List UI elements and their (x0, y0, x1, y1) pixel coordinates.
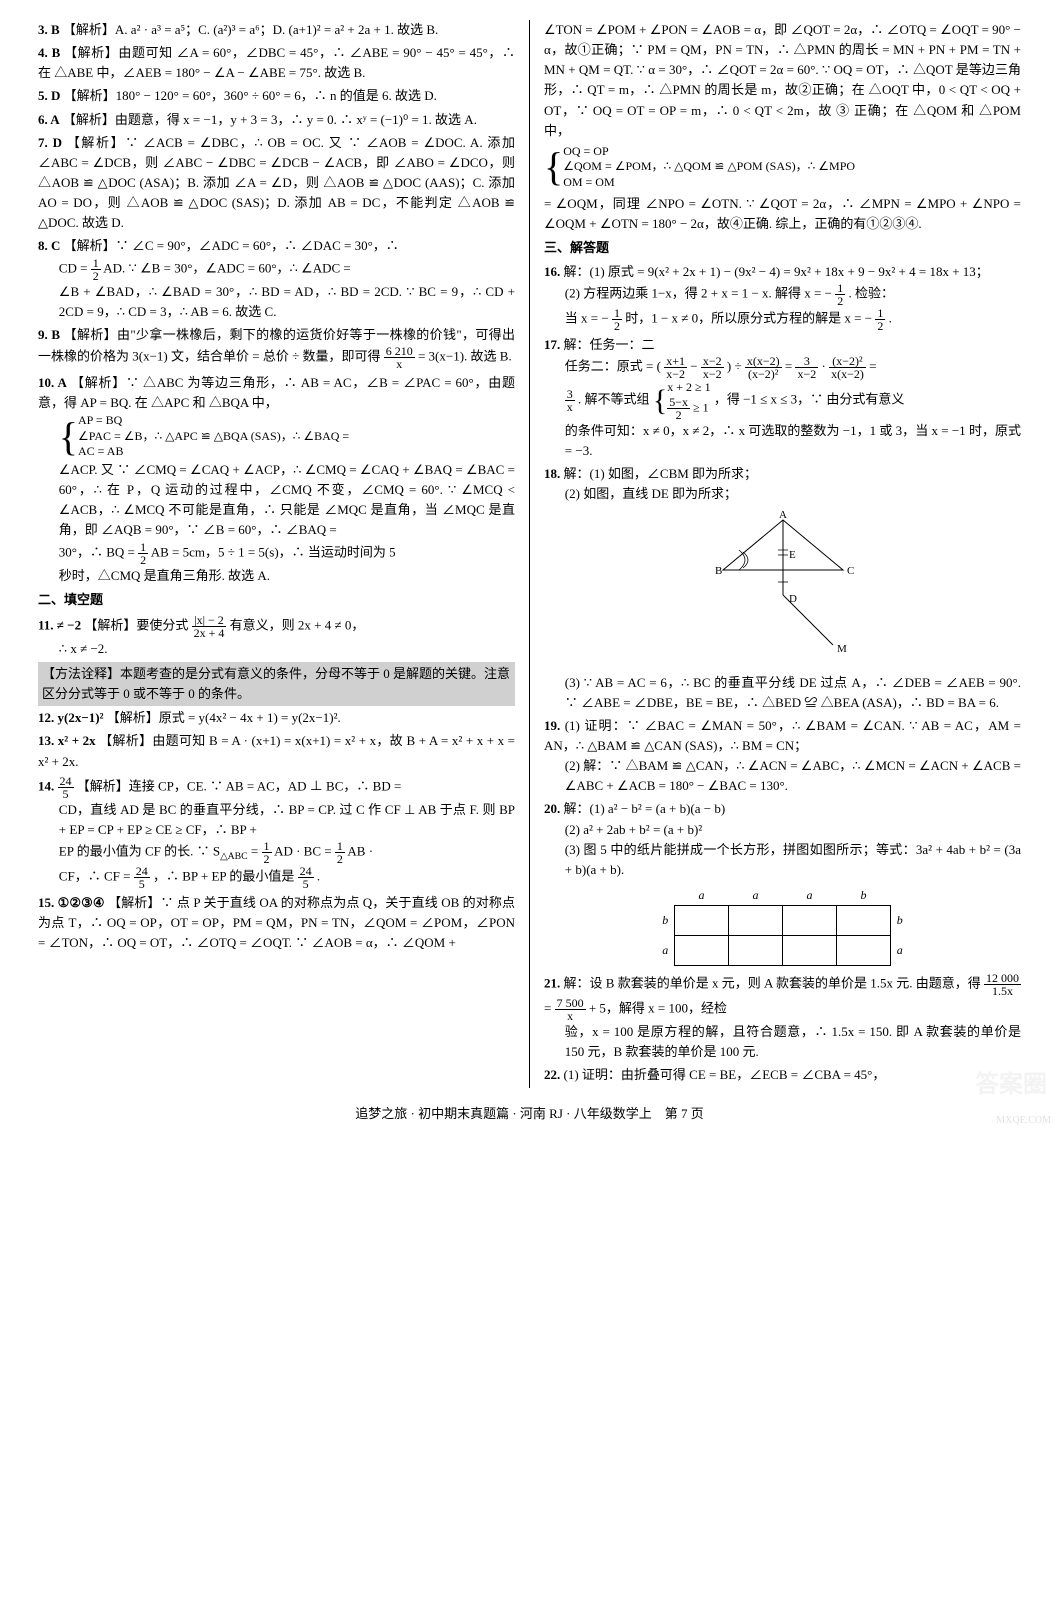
q14: 14. 24 5 【解析】连接 CP，CE. ∵ AB = AC，AD ⊥ BC… (38, 775, 515, 890)
q8: 8. C 【解析】∵ ∠C = 90°，∠ADC = 60°，∴ ∠DAC = … (38, 236, 515, 321)
left-column: 3. B 【解析】A. a² · a³ = a⁵；C. (a²)³ = a⁶；D… (28, 20, 525, 1088)
q10-line3: 30°，∴ BQ = 1 2 AB = 5cm，5 ÷ 1 = 5(s)，∴ 当… (38, 541, 515, 566)
q12: 12. y(2x−1)² 【解析】原式 = y(4x² − 4x + 1) = … (38, 708, 515, 728)
q19: 19. (1) 证明：∵ ∠BAC = ∠MAN = 50°，∴ ∠BAM = … (544, 716, 1021, 797)
q3: 3. B 【解析】A. a² · a³ = a⁵；C. (a²)³ = a⁶；D… (38, 20, 515, 40)
right-column: ∠TON = ∠POM + ∠PON = ∠AOB = α，即 ∠QOT = 2… (534, 20, 1031, 1088)
q8-line2: CD = 1 2 AD. ∵ ∠B = 30°，∠ADC = 60°，∴ ∠AD… (38, 257, 515, 282)
q10-t5: 秒时，△CMQ 是直角三角形. 故选 A. (38, 566, 515, 586)
q7-text: 【解析】∵ ∠ACB = ∠DBC，∴ OB = OC. 又 ∵ ∠AOB = … (38, 135, 515, 231)
page-container: 3. B 【解析】A. a² · a³ = a⁵；C. (a²)³ = a⁶；D… (0, 0, 1059, 1098)
q10-frac: 1 2 (138, 541, 148, 566)
brace-icon: { AP = BQ ∠PAC = ∠B，∴ △APC ≌ △BQA (SAS)，… (59, 413, 349, 460)
q3-num: 3. B (38, 22, 60, 37)
q9: 9. B 【解析】由"少拿一株橡后，剩下的橡的运货价好等于一株橡的价钱"，可得出… (38, 325, 515, 370)
svg-text:A: A (779, 510, 787, 521)
q7: 7. D 【解析】∵ ∠ACB = ∠DBC，∴ OB = OC. 又 ∵ ∠A… (38, 133, 515, 234)
page-footer: 追梦之旅 · 初中期末真题篇 · 河南 RJ · 八年级数学上 第 7 页 (0, 1098, 1059, 1134)
q11-frac: |x| − 2 2x + 4 (192, 614, 227, 639)
q13: 13. x² + 2x 【解析】由题可知 B = A · (x+1) = x(x… (38, 731, 515, 771)
q5-num: 5. D (38, 88, 60, 103)
q3-text: 【解析】A. a² · a³ = a⁵；C. (a²)³ = a⁶；D. (a+… (63, 22, 438, 37)
q4-num: 4. B (38, 45, 60, 60)
q8-num: 8. C (38, 238, 60, 253)
q12-num: 12. y(2x−1)² (38, 710, 103, 725)
section-2-header: 二、填空题 (38, 590, 515, 610)
q8-mid: AD. ∵ ∠B = 30°，∠ADC = 60°，∴ ∠ADC = (103, 260, 351, 275)
q13-num: 13. x² + 2x (38, 733, 96, 748)
q17c: 3x . 解不等式组 { x + 2 ≥ 1 5−x2 ≥ 1 ，得 −1 ≤ … (544, 380, 1021, 421)
q10-num: 10. A (38, 375, 67, 390)
q15-brace: { OQ = OP ∠QOM = ∠POM，∴ △QOM ≌ △POM (SAS… (544, 144, 1021, 191)
q14-line3: EP 的最小值为 CF 的长. ∵ S△ABC = 12 AD · BC = 1… (38, 840, 515, 865)
q5: 5. D 【解析】180° − 120° = 60°，360° ÷ 60° = … (38, 86, 515, 106)
svg-text:M: M (837, 643, 847, 655)
q10-brace: { AP = BQ ∠PAC = ∠B，∴ △APC ≌ △BQA (SAS)，… (38, 413, 515, 460)
svg-text:D: D (789, 593, 797, 605)
q14-line4: CF，∴ CF = 245 ，∴ BP + EP 的最小值是 245 . (38, 865, 515, 890)
q10-t1: 【解析】∵ △ABC 为等边三角形，∴ AB = AC，∠B = ∠PAC = … (38, 375, 515, 410)
triangle-diagram: A B C E D M (693, 510, 873, 660)
q5-text: 【解析】180° − 120° = 60°，360° ÷ 60° = 6，∴ n… (64, 88, 437, 103)
q6-text: 【解析】由题意，得 x = −1，y + 3 = 3，∴ y = 0. ∴ xʸ… (63, 112, 477, 127)
q11-num: 11. ≠ −2 (38, 617, 81, 632)
q9-num: 9. B (38, 327, 60, 342)
q20-table-diagram: a a a b b b a a (544, 886, 1021, 966)
q10: 10. A 【解析】∵ △ABC 为等边三角形，∴ AB = AC，∠B = ∠… (38, 373, 515, 586)
q16c: 当 x = − 12 时，1 − x ≠ 0，所以原分式方程的解是 x = − … (544, 307, 1021, 332)
q16b: (2) 方程两边乘 1−x，得 2 + x = 1 − x. 解得 x = − … (544, 282, 1021, 307)
svg-text:E: E (789, 549, 796, 561)
q15-num: 15. ①②③④ (38, 895, 105, 910)
column-divider (529, 20, 530, 1088)
q21: 21. 解：设 B 款套装的单价是 x 元，则 A 款套装的单价是 1.5x 元… (544, 972, 1021, 1062)
q11: 11. ≠ −2 【解析】要使分式 |x| − 2 2x + 4 有意义，则 2… (38, 614, 515, 659)
brace-icon: { x + 2 ≥ 1 5−x2 ≥ 1 (653, 380, 711, 421)
section-3-header: 三、解答题 (544, 238, 1021, 258)
q8-cd: CD = (59, 260, 88, 275)
q9-tail: = 3(x−1). 故选 B. (418, 348, 512, 363)
method-note: 【方法诠释】本题考查的是分式有意义的条件，分母不等于 0 是解题的关键。注意区分… (38, 662, 515, 706)
svg-text:C: C (847, 565, 854, 577)
q17: 17. 解：任务一：二 任务二：原式 = ( x+1x−2 − x−2x−2 )… (544, 335, 1021, 461)
q9-frac: 6 210 x (384, 345, 415, 370)
q6: 6. A 【解析】由题意，得 x = −1，y + 3 = 3，∴ y = 0.… (38, 110, 515, 130)
q14-num: 14. (38, 778, 54, 793)
q14-ansfrac: 24 5 (58, 775, 74, 800)
q7-num: 7. D (38, 135, 62, 150)
svg-text:B: B (715, 565, 722, 577)
q15-cont-b: = ∠OQM，同理 ∠NPO = ∠OTN. ∵ ∠QOT = 2α，∴ ∠MP… (544, 194, 1021, 234)
q20: 20. 解：(1) a² − b² = (a + b)(a − b) (2) a… (544, 799, 1021, 965)
q15: 15. ①②③④ 【解析】∵ 点 P 关于直线 OA 的对称点为点 Q，关于直线… (38, 893, 515, 953)
q22: 22. (1) 证明：由折叠可得 CE = BE，∠ECB = ∠CBA = 4… (544, 1065, 1021, 1085)
q18: 18. 解：(1) 如图，∠CBM 即为所求； (2) 如图，直线 DE 即为所… (544, 464, 1021, 713)
q16: 16. 解：(1) 原式 = 9(x² + 2x + 1) − (9x² − 4… (544, 262, 1021, 332)
q10-t2: ∠ACP. 又 ∵ ∠CMQ = ∠CAQ + ∠ACP，∴ ∠CMQ = ∠C… (38, 460, 515, 541)
q4-text: 【解析】由题可知 ∠A = 60°，∠DBC = 45°，∴ ∠ABE = 90… (38, 45, 515, 80)
q8-frac: 1 2 (91, 257, 101, 282)
q17b: 任务二：原式 = ( x+1x−2 − x−2x−2 ) ÷ x(x−2)(x−… (544, 355, 1021, 380)
q4: 4. B 【解析】由题可知 ∠A = 60°，∠DBC = 45°，∴ ∠ABE… (38, 43, 515, 83)
q8-end: ∠B + ∠BAD，∴ ∠BAD = 30°，∴ BD = AD，∴ BD = … (38, 282, 515, 322)
q8-text: 【解析】∵ ∠C = 90°，∠ADC = 60°，∴ ∠DAC = 30°，∴ (64, 238, 399, 253)
brace-icon: { OQ = OP ∠QOM = ∠POM，∴ △QOM ≌ △POM (SAS… (544, 144, 855, 191)
q18-diagram: A B C E D M (544, 510, 1021, 666)
q15-cont: ∠TON = ∠POM + ∠PON = ∠AOB = α，即 ∠QOT = 2… (544, 20, 1021, 141)
q6-num: 6. A (38, 112, 60, 127)
